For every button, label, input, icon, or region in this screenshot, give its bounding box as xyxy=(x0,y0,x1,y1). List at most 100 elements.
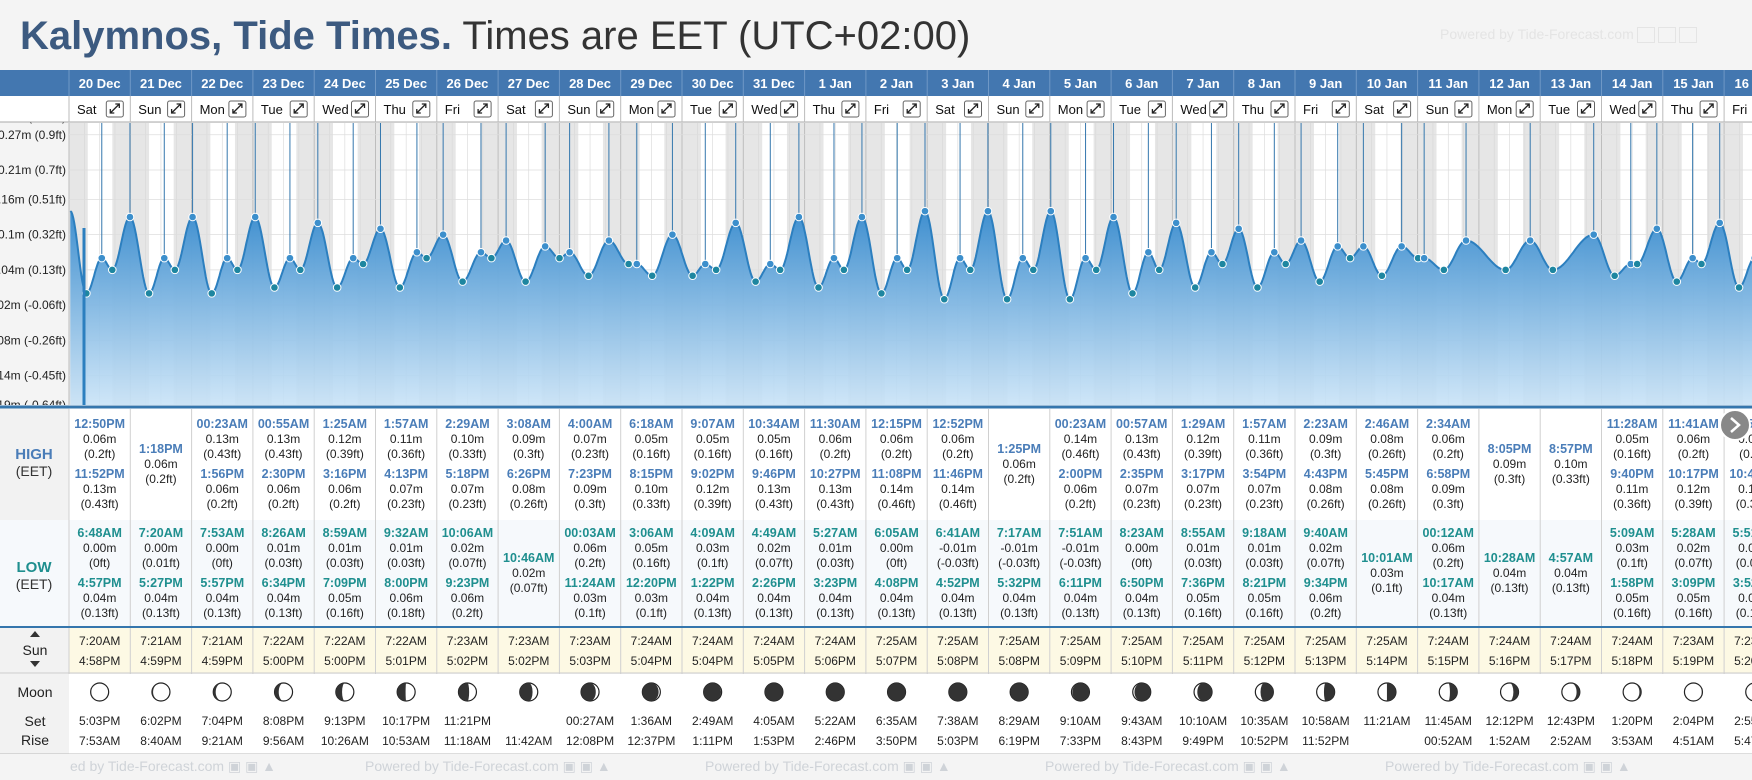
high-tide-point[interactable] xyxy=(1397,242,1406,251)
low-tide-point[interactable] xyxy=(1377,271,1387,281)
expand-day-button[interactable] xyxy=(1638,100,1657,118)
low-tide-point[interactable] xyxy=(358,259,368,269)
expand-day-button[interactable] xyxy=(596,100,615,118)
low-tide-point[interactable] xyxy=(688,271,697,281)
low-tide-point[interactable] xyxy=(1315,277,1324,286)
expand-day-button[interactable] xyxy=(412,100,431,118)
high-tide-point[interactable] xyxy=(1171,218,1181,228)
low-tide-point[interactable] xyxy=(1065,294,1075,304)
expand-day-button[interactable] xyxy=(1454,100,1473,118)
low-tide-point[interactable] xyxy=(1632,259,1642,269)
expand-day-button[interactable] xyxy=(1699,100,1718,118)
low-tide-point[interactable] xyxy=(296,265,305,275)
high-tide-point[interactable] xyxy=(97,253,107,263)
low-tide-point[interactable] xyxy=(1128,289,1137,298)
expand-day-button[interactable] xyxy=(1577,100,1595,118)
low-tide-point[interactable] xyxy=(775,265,785,275)
expand-day-button[interactable] xyxy=(718,100,737,118)
high-tide-point[interactable] xyxy=(1359,242,1368,251)
high-tide-point[interactable] xyxy=(857,212,867,222)
expand-day-button[interactable] xyxy=(1025,100,1044,118)
low-tide-point[interactable] xyxy=(1439,265,1449,275)
low-tide-point[interactable] xyxy=(555,253,564,263)
expand-day-button[interactable] xyxy=(1209,100,1228,118)
high-tide-point[interactable] xyxy=(1461,236,1471,245)
low-tide-point[interactable] xyxy=(1253,283,1262,292)
high-tide-point[interactable] xyxy=(1688,253,1697,263)
high-tide-point[interactable] xyxy=(501,236,511,245)
low-tide-point[interactable] xyxy=(839,265,849,275)
low-tide-point[interactable] xyxy=(422,253,431,263)
high-tide-point[interactable] xyxy=(1144,247,1153,257)
high-tide-point[interactable] xyxy=(955,253,965,263)
high-tide-point[interactable] xyxy=(1333,242,1342,251)
low-tide-point[interactable] xyxy=(939,294,949,304)
high-tide-point[interactable] xyxy=(632,259,642,269)
high-tide-point[interactable] xyxy=(1081,253,1090,263)
high-tide-point[interactable] xyxy=(1109,212,1118,222)
high-tide-point[interactable] xyxy=(920,206,930,216)
scroll-right-button[interactable] xyxy=(1719,409,1751,441)
high-tide-point[interactable] xyxy=(159,253,169,263)
high-tide-point[interactable] xyxy=(1419,253,1429,263)
high-tide-point[interactable] xyxy=(1018,253,1028,263)
high-tide-point[interactable] xyxy=(829,253,839,263)
low-tide-point[interactable] xyxy=(624,259,633,269)
high-tide-point[interactable] xyxy=(604,236,614,245)
low-tide-point[interactable] xyxy=(647,271,657,281)
high-tide-point[interactable] xyxy=(565,247,574,257)
low-tide-point[interactable] xyxy=(965,265,975,275)
low-tide-point[interactable] xyxy=(1154,265,1164,275)
high-tide-point[interactable] xyxy=(1207,247,1216,257)
expand-day-button[interactable] xyxy=(228,100,247,118)
high-tide-point[interactable] xyxy=(1525,236,1535,245)
expand-day-button[interactable] xyxy=(1515,100,1534,118)
expand-day-button[interactable] xyxy=(780,100,799,118)
low-tide-point[interactable] xyxy=(1281,259,1290,269)
low-tide-point[interactable] xyxy=(814,283,823,292)
high-tide-point[interactable] xyxy=(438,230,448,239)
high-tide-point[interactable] xyxy=(892,253,902,263)
high-tide-point[interactable] xyxy=(348,253,358,263)
low-tide-point[interactable] xyxy=(877,289,886,298)
low-tide-point[interactable] xyxy=(711,265,721,275)
high-tide-point[interactable] xyxy=(313,218,323,228)
low-tide-point[interactable] xyxy=(270,283,279,292)
expand-day-button[interactable] xyxy=(534,100,553,118)
expand-day-button[interactable] xyxy=(1086,100,1105,118)
high-tide-point[interactable] xyxy=(1046,206,1056,216)
high-tide-point[interactable] xyxy=(250,212,260,222)
high-tide-point[interactable] xyxy=(188,212,197,222)
high-tide-point[interactable] xyxy=(1715,218,1725,228)
expand-day-button[interactable] xyxy=(841,100,860,118)
low-tide-point[interactable] xyxy=(1501,265,1510,275)
low-tide-point[interactable] xyxy=(170,265,180,275)
low-tide-point[interactable] xyxy=(1672,277,1682,286)
high-tide-point[interactable] xyxy=(476,247,486,257)
high-tide-point[interactable] xyxy=(668,230,677,239)
low-tide-point[interactable] xyxy=(1548,265,1558,275)
high-tide-point[interactable] xyxy=(1234,224,1243,234)
low-tide-point[interactable] xyxy=(1190,283,1200,292)
low-tide-point[interactable] xyxy=(521,277,530,286)
low-tide-point[interactable] xyxy=(395,283,405,292)
high-tide-point[interactable] xyxy=(765,259,775,269)
high-tide-point[interactable] xyxy=(1270,247,1279,257)
low-tide-point[interactable] xyxy=(1002,294,1012,304)
low-tide-point[interactable] xyxy=(902,265,912,275)
high-tide-point[interactable] xyxy=(412,247,422,257)
low-tide-point[interactable] xyxy=(1734,283,1744,292)
expand-day-button[interactable] xyxy=(1147,100,1166,118)
low-tide-point[interactable] xyxy=(1697,259,1706,269)
low-tide-point[interactable] xyxy=(1345,253,1355,263)
high-tide-point[interactable] xyxy=(540,242,550,251)
low-tide-point[interactable] xyxy=(1091,265,1101,275)
low-tide-point[interactable] xyxy=(233,265,242,275)
expand-day-button[interactable] xyxy=(1331,100,1350,118)
expand-day-button[interactable] xyxy=(167,100,186,118)
low-tide-point[interactable] xyxy=(207,289,217,298)
high-tide-point[interactable] xyxy=(794,212,804,222)
high-tide-point[interactable] xyxy=(1589,230,1599,239)
expand-day-button[interactable] xyxy=(657,100,676,118)
expand-day-button[interactable] xyxy=(351,100,369,118)
